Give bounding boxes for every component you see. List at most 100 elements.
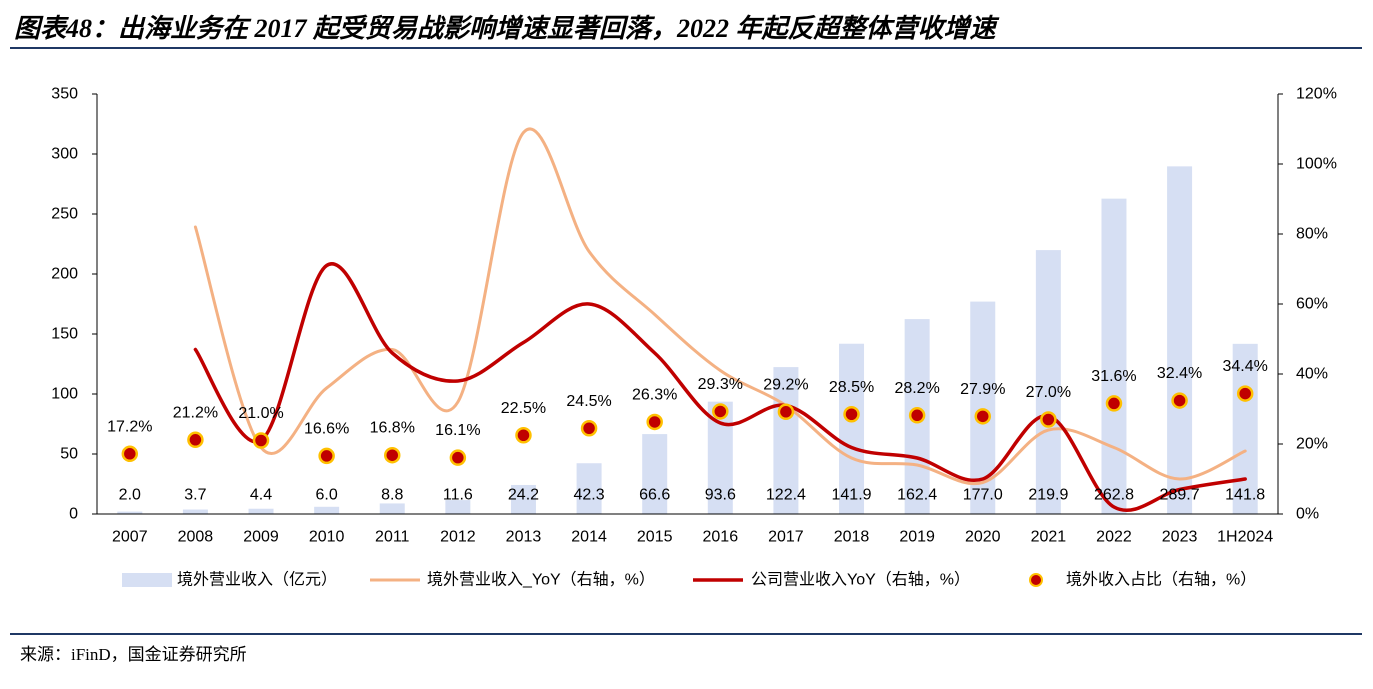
share-value-label: 16.6% — [304, 420, 349, 437]
left-axis-tick-label: 250 — [51, 206, 78, 223]
left-axis-tick-label: 50 — [60, 446, 78, 463]
legend-item-company-yoy: 公司营业收入YoY（右轴，%） — [693, 571, 970, 589]
right-axis-tick-label: 60% — [1296, 296, 1328, 313]
x-axis-tick-label: 2015 — [637, 529, 673, 546]
legend-label: 境外营业收入（亿元） — [177, 570, 337, 589]
x-axis-tick-label: 2022 — [1096, 529, 1132, 546]
right-axis-tick-label: 40% — [1296, 366, 1328, 383]
bar-value-label: 177.0 — [963, 487, 1003, 504]
share-value-labels: 17.2% 21.2% 21.0% 16.6% 16.8% 16.1% 22.5% 24.5%… — [107, 358, 1268, 439]
bar — [707, 401, 733, 514]
x-axis-tick-label: 2017 — [768, 529, 804, 546]
source-rule — [10, 633, 1362, 635]
share-value-label: 22.5% — [501, 400, 546, 417]
x-axis-tick-label: 2016 — [703, 529, 739, 546]
share-dot — [449, 449, 467, 466]
bar-series — [117, 166, 1258, 515]
share-dot — [1105, 395, 1123, 412]
bar — [1232, 343, 1258, 514]
share-dot — [777, 403, 795, 421]
company-revenue-yoy-line — [193, 262, 1247, 513]
line-series — [193, 127, 1247, 513]
left-axis-ticks: 0 50 100 150 200 250 300 350 — [51, 86, 97, 523]
share-value-label: 34.4% — [1223, 358, 1268, 375]
bar-value-labels: 2.0 3.7 4.4 6.0 8.8 11.6 24.2 42.3 66.6 93.6 122.4… — [119, 487, 1266, 504]
bar — [576, 463, 602, 514]
bar-value-label: 66.6 — [639, 487, 670, 504]
share-dot — [974, 408, 991, 425]
share-value-label: 27.0% — [1026, 384, 1071, 401]
bar-value-label: 8.8 — [381, 487, 403, 504]
x-axis-tick-label: 2009 — [243, 529, 279, 546]
legend-label: 公司营业收入YoY（右轴，%） — [751, 571, 970, 589]
share-dot — [843, 406, 860, 423]
right-axis-tick-label: 80% — [1296, 226, 1328, 243]
legend-swatch-bar — [122, 573, 172, 587]
legend-item-overseas-yoy: 境外营业收入_YoY（右轴，%） — [370, 570, 655, 589]
bar — [1101, 198, 1127, 514]
overseas-revenue-yoy-line — [193, 127, 1247, 486]
legend-label: 境外收入占比（右轴，%） — [1066, 570, 1256, 589]
share-dot — [908, 407, 926, 424]
share-dot — [515, 427, 532, 444]
bar-value-label: 6.0 — [316, 487, 338, 504]
source-note: 来源：iFinD，国金证券研究所 — [20, 645, 247, 664]
right-axis-tick-label: 100% — [1296, 156, 1337, 173]
share-value-label: 29.3% — [698, 376, 743, 393]
bar-value-label: 24.2 — [508, 487, 539, 504]
bar-value-label: 4.4 — [250, 487, 272, 504]
legend-item-overseas-revenue: 境外营业收入（亿元） — [122, 570, 337, 589]
right-axis-tick-label: 120% — [1296, 86, 1337, 103]
share-value-label: 16.1% — [435, 422, 480, 439]
bar — [839, 343, 865, 514]
share-dot — [121, 445, 139, 463]
share-dot — [580, 420, 598, 437]
share-value-label: 28.5% — [829, 379, 874, 396]
share-dot — [384, 446, 401, 464]
share-dot — [318, 447, 335, 465]
figure-title: 图表48：出海业务在 2017 起受贸易战影响增速显著回落，2022 年起反超整… — [14, 14, 996, 43]
x-axis-tick-label: 2014 — [571, 529, 607, 546]
bar — [314, 506, 340, 514]
right-axis-tick-label: 20% — [1296, 436, 1328, 453]
legend-swatch-dot — [1029, 573, 1043, 587]
title-rule — [10, 47, 1362, 49]
share-dot — [712, 403, 729, 420]
x-axis-tick-label: 2007 — [112, 529, 148, 546]
bar-value-label: 42.3 — [574, 487, 605, 504]
left-axis-tick-label: 0 — [69, 506, 78, 523]
bar-value-label: 141.9 — [832, 487, 872, 504]
share-dot — [1171, 392, 1188, 409]
x-axis-tick-label: 2021 — [1031, 529, 1067, 546]
share-value-label: 28.2% — [894, 380, 939, 397]
share-value-label: 16.8% — [370, 420, 415, 437]
share-value-label: 26.3% — [632, 386, 677, 403]
left-axis-tick-label: 350 — [51, 86, 78, 103]
legend: 境外营业收入（亿元） 境外营业收入_YoY（右轴，%） 公司营业收入YoY（右轴… — [122, 570, 1256, 589]
share-value-label: 31.6% — [1091, 368, 1136, 385]
share-dot-series — [121, 385, 1254, 466]
bar — [182, 509, 208, 514]
legend-label: 境外营业收入_YoY（右轴，%） — [427, 570, 655, 589]
share-dot — [252, 432, 270, 449]
x-axis-tick-label: 2020 — [965, 529, 1001, 546]
x-axis-tick-label: 2010 — [309, 529, 345, 546]
x-axis-labels: 2007 2008 2009 2010 2011 2012 2013 2014 2015 2016… — [112, 529, 1273, 546]
share-value-label: 27.9% — [960, 381, 1005, 398]
left-axis-tick-label: 150 — [51, 326, 78, 343]
bar — [445, 500, 471, 514]
x-axis-tick-label: 2011 — [375, 529, 410, 546]
x-axis-tick-label: 2012 — [440, 529, 476, 546]
share-value-label: 24.5% — [566, 393, 611, 410]
bar — [248, 508, 274, 514]
bar-value-label: 162.4 — [897, 487, 937, 504]
bar-value-label: 289.7 — [1160, 487, 1200, 504]
bar — [117, 511, 143, 514]
legend-item-overseas-share: 境外收入占比（右轴，%） — [1029, 570, 1256, 589]
x-axis-tick-label: 2023 — [1162, 529, 1198, 546]
left-axis-tick-label: 300 — [51, 146, 78, 163]
share-value-label: 21.2% — [173, 404, 218, 421]
x-axis-tick-label: 2018 — [834, 529, 870, 546]
share-dot — [187, 431, 204, 449]
